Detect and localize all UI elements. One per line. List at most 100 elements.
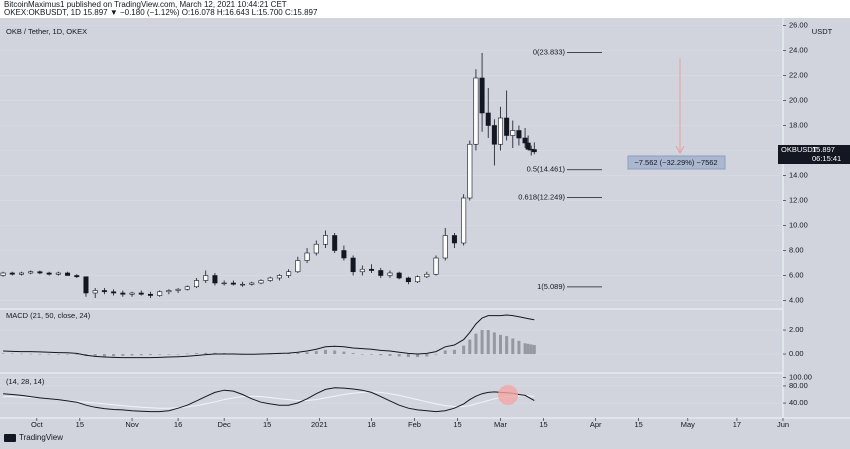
candle-body	[194, 280, 200, 288]
candle-body	[276, 275, 282, 279]
histogram-bar	[75, 354, 79, 355]
candle-body	[212, 275, 218, 284]
candle-body	[129, 292, 135, 295]
histogram-bar	[305, 352, 309, 355]
indicator-line	[3, 387, 535, 413]
price-label-box	[778, 145, 850, 164]
x-tick-label: 17	[733, 420, 741, 429]
x-tick-label: Nov	[125, 420, 139, 429]
candle-body	[157, 291, 163, 296]
histogram-bar	[204, 352, 208, 355]
y-tick-label: 20.00	[789, 95, 808, 104]
candle-body	[405, 277, 411, 283]
histogram-bar	[462, 345, 466, 355]
candle-body	[295, 260, 301, 273]
histogram-bar	[523, 343, 527, 355]
candle-body	[525, 142, 531, 150]
candle-body	[221, 282, 227, 285]
histogram-bar	[121, 354, 125, 356]
histogram-bar	[130, 354, 134, 356]
x-tick-label: Apr	[590, 420, 602, 429]
candle-body	[0, 272, 6, 276]
x-tick-label: 15	[76, 420, 84, 429]
candle-body	[28, 271, 34, 274]
histogram-bar	[102, 354, 106, 357]
histogram-bar	[213, 352, 217, 355]
symbol-line: OKEX:OKBUSDT, 1D 15.897 ▼ −0.180 (−1.12%…	[4, 8, 318, 17]
histogram-bar	[19, 353, 23, 355]
histogram-bar	[176, 354, 180, 355]
histogram-bar	[452, 349, 456, 355]
x-tick-label: 15	[635, 420, 643, 429]
histogram-bar	[511, 338, 515, 355]
y-tick-label: 40.00	[789, 398, 808, 407]
candle-body	[350, 257, 356, 273]
candle-body	[359, 268, 365, 273]
candle-body	[369, 268, 375, 271]
y-tick-label: 12.00	[789, 195, 808, 204]
y-tick-label: 22.00	[789, 70, 808, 79]
histogram-bar	[342, 351, 346, 355]
logo: TradingView	[19, 433, 63, 442]
histogram-bar	[388, 354, 392, 356]
candle-body	[415, 276, 421, 283]
y-tick-label: 6.00	[789, 270, 804, 279]
measure-arrowhead	[675, 145, 685, 155]
histogram-bar	[529, 344, 533, 355]
y-tick-label: 8.00	[789, 245, 804, 254]
candle-body	[461, 197, 467, 244]
y-tick-label: 2.00	[789, 325, 804, 334]
candle-body	[467, 143, 473, 199]
histogram-bar	[195, 353, 199, 355]
candle-body	[504, 117, 510, 136]
y-tick-label: 100.00	[789, 372, 812, 381]
candle-body	[55, 272, 61, 275]
candle-body	[522, 137, 528, 144]
histogram-bar	[351, 353, 355, 355]
candle-body	[433, 257, 439, 275]
y-tick-label: 0.00	[789, 349, 804, 358]
x-tick-label: 15	[263, 420, 271, 429]
y-tick-label: 18.00	[789, 120, 808, 129]
indicator-title: (14, 28, 14)	[6, 377, 45, 386]
x-tick-label: 15	[539, 420, 547, 429]
x-tick-label: Oct	[31, 420, 44, 429]
candle-body	[378, 270, 384, 276]
fib-label: 1(5.089)	[537, 282, 565, 291]
histogram-bar	[185, 353, 189, 355]
candle-body	[442, 235, 448, 259]
candle-body	[240, 283, 246, 286]
histogram-bar	[287, 353, 291, 355]
candle-body	[510, 130, 516, 136]
histogram-bar	[93, 354, 97, 357]
highlight-circle	[498, 385, 518, 405]
logo-icon	[4, 434, 16, 442]
candle-body	[111, 291, 117, 294]
candle-body	[83, 276, 89, 294]
histogram-bar	[1, 353, 5, 355]
histogram-bar	[425, 354, 429, 357]
candle-body	[341, 250, 347, 259]
last-price: 15.897	[812, 145, 835, 154]
y-tick-label: 4.00	[789, 295, 804, 304]
histogram-bar	[47, 354, 51, 355]
indicator-title: MACD (21, 50, close, 24)	[6, 311, 91, 320]
candle-body	[37, 271, 43, 274]
histogram-bar	[10, 353, 14, 355]
y-tick-label: 26.00	[789, 20, 808, 29]
countdown: 06:15:41	[812, 154, 841, 163]
histogram-bar	[517, 340, 521, 355]
candle-body	[120, 292, 126, 295]
x-tick-label: Jun	[777, 420, 789, 429]
histogram-bar	[38, 353, 42, 355]
candle-body	[175, 288, 181, 291]
histogram-bar	[139, 354, 143, 356]
candle-body	[451, 235, 457, 244]
candle-body	[74, 275, 80, 278]
candle-body	[46, 272, 52, 275]
x-tick-label: Feb	[408, 420, 421, 429]
x-tick-label: May	[681, 420, 695, 429]
fib-label: 0.5(14.461)	[527, 165, 566, 174]
histogram-bar	[468, 339, 472, 355]
